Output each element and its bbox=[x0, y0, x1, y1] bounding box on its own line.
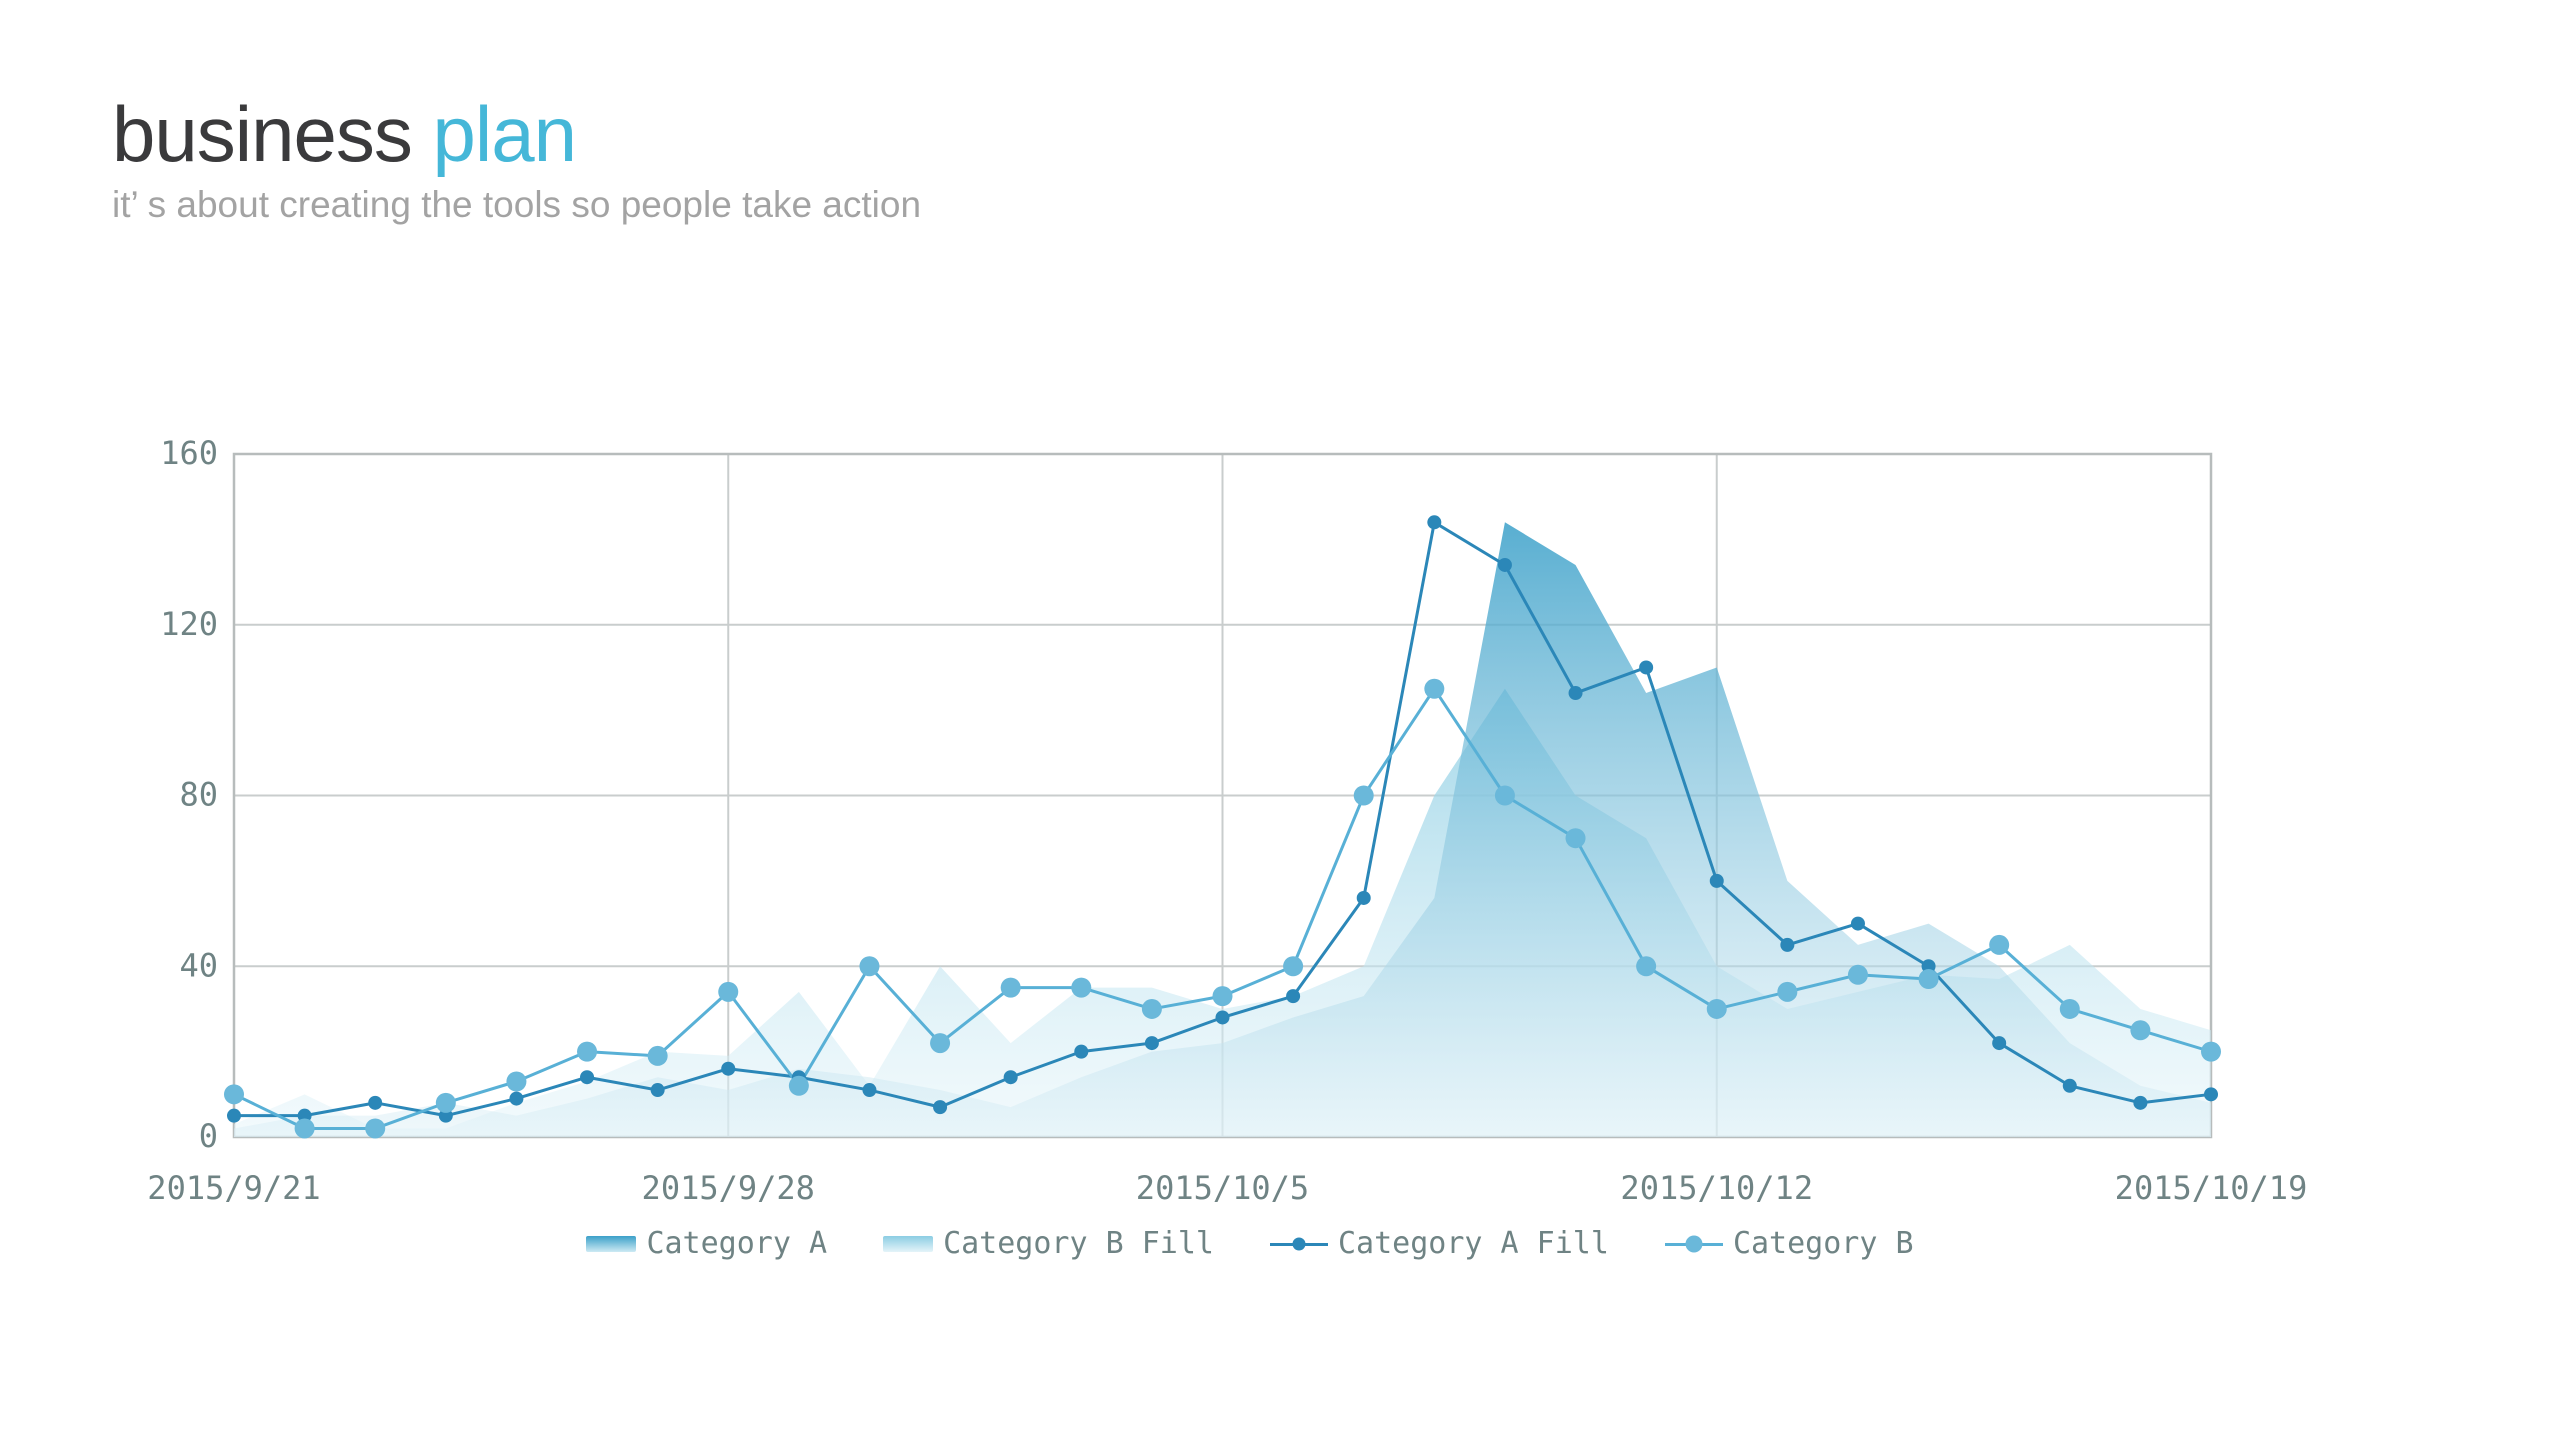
marker-category-b bbox=[1071, 977, 1092, 998]
marker-category-b bbox=[224, 1084, 244, 1105]
page-subtitle: it’ s about creating the tools so people… bbox=[112, 183, 922, 225]
marker-category-b bbox=[1494, 785, 1515, 806]
chart-legend: Category A Category B Fill Category A Fill… bbox=[0, 1226, 2500, 1261]
legend-item-category-a: Category A bbox=[586, 1226, 827, 1261]
page-title-accent: plan bbox=[432, 90, 577, 178]
marker-category-b bbox=[506, 1071, 527, 1092]
y-tick-label: 80 bbox=[179, 776, 218, 814]
legend-label: Category B bbox=[1732, 1226, 1914, 1261]
marker-category-a-fill bbox=[1286, 989, 1301, 1004]
marker-category-b bbox=[1706, 998, 1727, 1019]
marker-category-a-fill bbox=[1568, 686, 1583, 701]
marker-category-a-fill bbox=[509, 1091, 524, 1106]
legend-item-category-b: Category B bbox=[1664, 1226, 1914, 1261]
marker-category-a-fill bbox=[1780, 937, 1795, 952]
legend-item-category-a-fill: Category A Fill bbox=[1270, 1226, 1609, 1261]
y-tick-label: 40 bbox=[179, 946, 218, 984]
marker-category-b bbox=[365, 1118, 386, 1139]
marker-category-b bbox=[788, 1075, 809, 1096]
marker-category-b bbox=[577, 1041, 598, 1062]
legend-label: Category B Fill bbox=[943, 1226, 1214, 1261]
legend-label: Category A bbox=[646, 1226, 828, 1261]
marker-category-b bbox=[1847, 964, 1868, 985]
marker-category-a-fill bbox=[2133, 1095, 2148, 1110]
area-a-swatch-icon bbox=[586, 1235, 637, 1252]
marker-category-b bbox=[1565, 828, 1586, 849]
x-tick-label: 2015/10/12 bbox=[1620, 1169, 1813, 1207]
marker-category-b bbox=[718, 981, 739, 1002]
marker-category-b bbox=[1283, 956, 1304, 977]
marker-category-a-fill bbox=[1709, 873, 1724, 888]
marker-category-b bbox=[294, 1118, 315, 1139]
marker-category-a-fill bbox=[2204, 1087, 2218, 1102]
legend-dot-icon bbox=[1292, 1237, 1306, 1250]
page-title-primary: business bbox=[112, 90, 413, 178]
area-category-a bbox=[234, 522, 2211, 1137]
marker-category-b bbox=[1212, 986, 1233, 1007]
page-title: business plan bbox=[112, 90, 921, 178]
marker-category-b bbox=[1141, 998, 1162, 1019]
legend-label: Category A Fill bbox=[1338, 1226, 1609, 1261]
legend-item-category-b-fill: Category B Fill bbox=[883, 1226, 1214, 1261]
marker-category-b bbox=[1424, 678, 1445, 699]
x-tick-label: 2015/10/5 bbox=[1136, 1169, 1309, 1207]
marker-category-a-fill bbox=[650, 1083, 665, 1098]
marker-category-a-fill bbox=[721, 1061, 736, 1076]
marker-category-b bbox=[647, 1045, 668, 1066]
marker-category-b bbox=[1777, 981, 1798, 1002]
x-tick-label: 2015/9/21 bbox=[147, 1169, 320, 1207]
line-a-swatch-icon bbox=[1270, 1234, 1328, 1254]
marker-category-a-fill bbox=[1215, 1010, 1230, 1025]
marker-category-b bbox=[930, 1033, 951, 1054]
line-b-swatch-icon bbox=[1664, 1234, 1723, 1254]
marker-category-a-fill bbox=[1850, 916, 1865, 931]
x-tick-label: 2015/10/19 bbox=[2115, 1169, 2308, 1207]
marker-category-b bbox=[1636, 956, 1657, 977]
marker-category-b bbox=[1989, 934, 2010, 955]
marker-category-a-fill bbox=[1144, 1036, 1159, 1051]
marker-category-a-fill bbox=[1003, 1070, 1018, 1085]
marker-category-a-fill bbox=[1074, 1044, 1089, 1059]
marker-category-a-fill bbox=[933, 1100, 948, 1115]
marker-category-b bbox=[1353, 785, 1374, 806]
marker-category-a-fill bbox=[2062, 1078, 2077, 1093]
marker-category-b bbox=[435, 1092, 456, 1113]
marker-category-b bbox=[2201, 1041, 2221, 1062]
y-tick-label: 0 bbox=[199, 1117, 218, 1155]
marker-category-a-fill bbox=[227, 1108, 241, 1123]
marker-category-b bbox=[2130, 1020, 2151, 1041]
y-tick-label: 160 bbox=[160, 434, 218, 472]
marker-category-a-fill bbox=[1639, 660, 1654, 675]
marker-category-b bbox=[859, 956, 880, 977]
marker-category-b bbox=[1918, 969, 1939, 990]
title-block: business plan it’ s about creating the t… bbox=[112, 90, 922, 226]
y-tick-label: 120 bbox=[160, 605, 218, 643]
x-tick-label: 2015/9/28 bbox=[642, 1169, 815, 1207]
marker-category-a-fill bbox=[1497, 557, 1512, 572]
legend-dot-icon bbox=[1685, 1235, 1703, 1252]
marker-category-a-fill bbox=[862, 1083, 877, 1098]
marker-category-a-fill bbox=[1992, 1036, 2007, 1051]
marker-category-b bbox=[1000, 977, 1021, 998]
area-b-swatch-icon bbox=[883, 1235, 934, 1252]
marker-category-a-fill bbox=[368, 1095, 383, 1110]
marker-category-a-fill bbox=[1427, 515, 1442, 530]
marker-category-b bbox=[2059, 998, 2080, 1019]
marker-category-a-fill bbox=[1356, 890, 1371, 905]
marker-category-a-fill bbox=[580, 1070, 595, 1085]
